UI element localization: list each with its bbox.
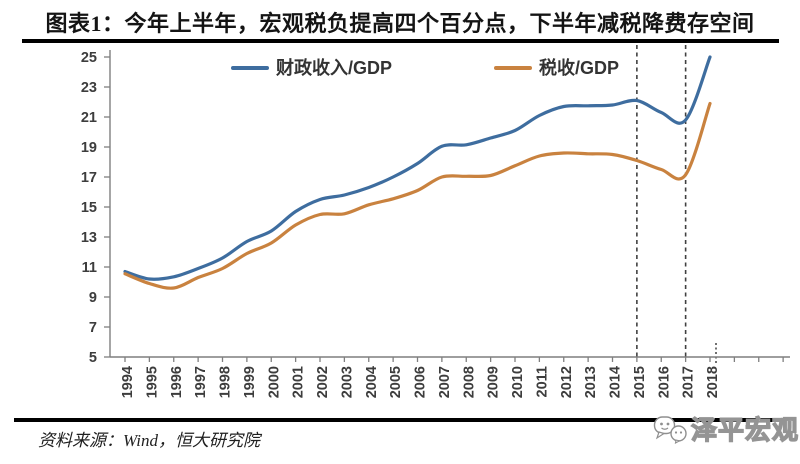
- x-tick-label: 1994: [120, 366, 136, 398]
- x-tick-label: 2005: [388, 366, 404, 398]
- y-tick-label: 21: [81, 110, 97, 126]
- y-tick-label: 17: [81, 170, 97, 186]
- y-axis-ticks: 5 7 9 11 13 15 17 19 21 23 25: [81, 50, 110, 366]
- y-tick-label: 5: [89, 350, 97, 366]
- x-axis-ticks: 1994 1995 1996 1997 1998 1999 2000 2001 2002 2003…: [120, 357, 784, 398]
- y-tick-label: 19: [81, 140, 97, 156]
- x-tick-label: 2008: [461, 366, 477, 398]
- watermark: 泽平宏观: [652, 410, 799, 447]
- x-tick-label: 2013: [583, 366, 599, 398]
- x-tick-label: 2012: [559, 366, 575, 398]
- series-line-fiscal-revenue-gdp: [123, 55, 712, 281]
- x-tick-label: 2004: [364, 366, 380, 398]
- x-tick-label: 2000: [266, 366, 282, 398]
- y-tick-label: 15: [81, 200, 97, 216]
- chat-bubbles-face-icon: [653, 415, 687, 444]
- x-tick-label: 2015: [632, 366, 648, 398]
- legend-label-tax: 税收/GDP: [539, 58, 620, 78]
- legend-label-fiscal: 财政收入/GDP: [276, 58, 393, 78]
- x-tick-label: 1999: [242, 366, 258, 398]
- chart-legend: 财政收入/GDP 税收/GDP: [0, 57, 800, 83]
- x-tick-label: 2018: [705, 366, 721, 398]
- dashed-guides: [636, 45, 717, 364]
- x-tick-label: 1997: [193, 366, 209, 398]
- legend-item-tax: 税收/GDP: [494, 57, 619, 79]
- legend-line-swatch-tax: [494, 66, 532, 70]
- x-tick-label: 1995: [144, 366, 160, 398]
- legend-line-swatch-fiscal: [231, 66, 269, 70]
- footer-divider-rule: [14, 418, 786, 422]
- watermark-text: 泽平宏观: [690, 414, 800, 445]
- series-line-tax-gdp: [123, 101, 712, 290]
- legend-item-fiscal-revenue: 财政收入/GDP: [231, 57, 392, 79]
- x-tick-label: 2009: [486, 366, 502, 398]
- x-tick-label: 2014: [608, 366, 624, 398]
- y-tick-label: 23: [81, 80, 97, 96]
- source-note: 资料来源：Wind，恒大研究院: [38, 431, 260, 450]
- y-tick-label: 9: [89, 290, 97, 306]
- x-tick-label: 2011: [534, 366, 550, 397]
- y-tick-label: 13: [81, 230, 97, 246]
- chart-title: 图表1：今年上半年，宏观税负提高四个百分点，下半年减税降费存空间: [45, 11, 755, 36]
- x-tick-label: 2002: [315, 366, 331, 398]
- x-tick-label: 2017: [681, 366, 697, 398]
- x-tick-label: 1996: [169, 366, 185, 398]
- title-divider-rule: [22, 39, 779, 43]
- x-tick-label: 2003: [339, 366, 355, 398]
- y-tick-label: 11: [82, 260, 97, 276]
- x-tick-label: 2006: [413, 366, 429, 398]
- x-tick-label: 2007: [437, 366, 453, 398]
- series-lines: [123, 55, 712, 290]
- axes: [109, 50, 790, 358]
- x-tick-label: 1998: [218, 366, 234, 398]
- y-tick-label: 7: [89, 320, 97, 336]
- y-tick-label: 25: [81, 50, 97, 66]
- x-tick-label: 2010: [510, 366, 526, 398]
- x-tick-label: 2016: [656, 366, 672, 398]
- x-tick-label: 2001: [291, 366, 307, 398]
